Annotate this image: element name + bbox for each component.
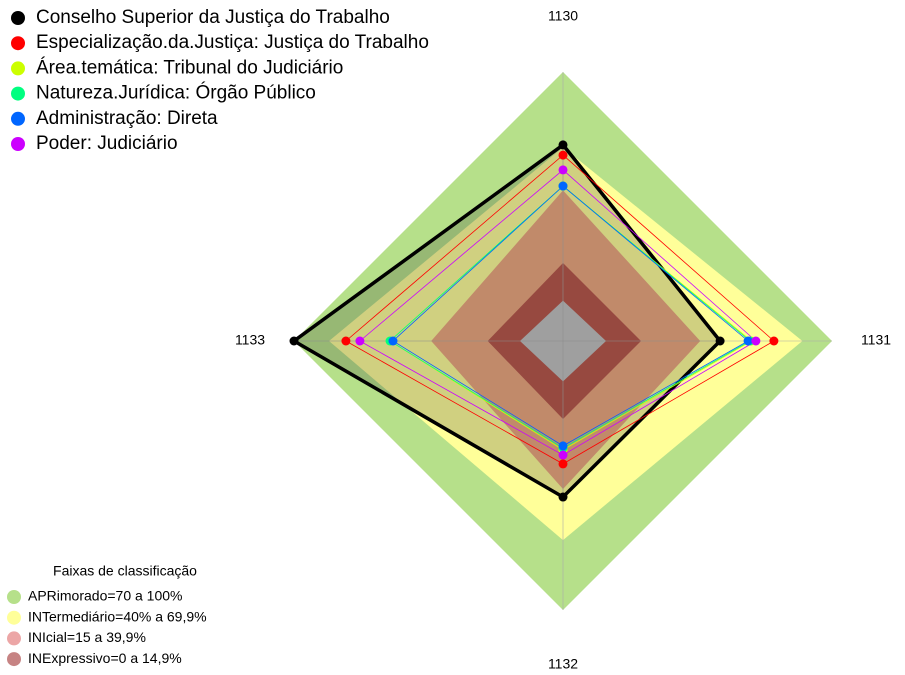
legend-swatch bbox=[11, 11, 25, 25]
legend-label: Área.temática: Tribunal do Judiciário bbox=[36, 57, 343, 78]
series-point bbox=[388, 336, 398, 346]
legend-swatch bbox=[11, 86, 25, 101]
series-point bbox=[558, 450, 568, 460]
band-legend-swatch bbox=[7, 652, 21, 667]
band-legend-swatch bbox=[7, 590, 21, 604]
legend-swatch bbox=[11, 111, 25, 126]
series-point bbox=[715, 336, 725, 346]
series-point bbox=[769, 336, 779, 346]
legend-swatch bbox=[11, 61, 25, 76]
band-legend-swatch bbox=[7, 610, 21, 625]
axis-label: 1130 bbox=[548, 8, 578, 24]
legend-label: Conselho Superior da Justiça do Trabalho bbox=[36, 7, 390, 28]
legend-label: Especialização.da.Justiça: Justiça do Tr… bbox=[36, 32, 429, 53]
series-point bbox=[751, 336, 761, 346]
legend-swatch bbox=[11, 36, 25, 51]
band-legend-label: INExpressivo=0 a 14,9% bbox=[28, 650, 182, 666]
series-point bbox=[558, 459, 568, 469]
band-legend-label: INIcial=15 a 39,9% bbox=[28, 629, 146, 645]
series-point bbox=[558, 492, 568, 502]
series-point bbox=[289, 336, 299, 346]
bands-legend-title: Faixas de classificação bbox=[53, 563, 197, 579]
series-point bbox=[743, 336, 753, 346]
axis-label: 1133 bbox=[235, 332, 265, 348]
series-point bbox=[558, 165, 568, 175]
band-legend-label: APRimorado=70 a 100% bbox=[28, 588, 183, 604]
band-legend-swatch bbox=[7, 631, 21, 646]
series-point bbox=[355, 336, 365, 346]
series-point bbox=[558, 140, 568, 150]
series-point bbox=[341, 336, 351, 346]
legend-swatch bbox=[11, 137, 25, 151]
legend-label: Poder: Judiciário bbox=[36, 133, 178, 154]
axis-label: 1132 bbox=[548, 656, 578, 672]
series-point bbox=[558, 181, 568, 191]
series-point bbox=[558, 441, 568, 451]
band-legend-label: INTermediário=40% a 69,9% bbox=[28, 608, 207, 624]
series-point bbox=[558, 150, 568, 160]
legend-label: Administração: Direta bbox=[36, 108, 218, 129]
axis-label: 1131 bbox=[861, 332, 891, 348]
legend-label: Natureza.Jurídica: Órgão Público bbox=[36, 82, 316, 104]
